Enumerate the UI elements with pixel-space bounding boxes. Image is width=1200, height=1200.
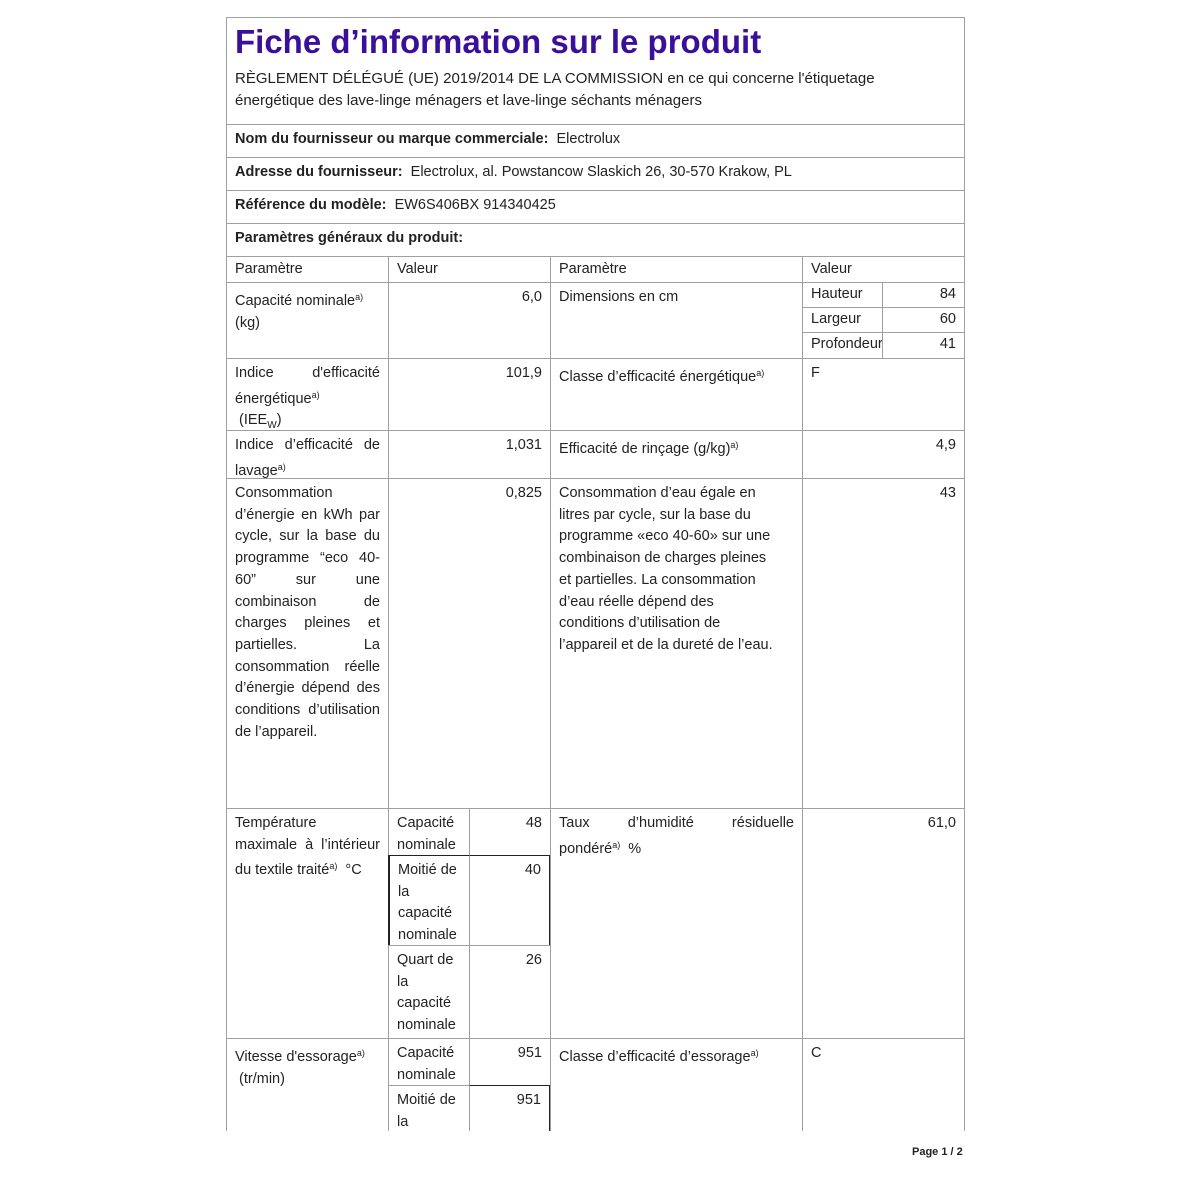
height-label: Hauteur xyxy=(802,282,883,308)
temp-quarter-cap-value: 26 xyxy=(469,945,551,1039)
col-header-param-1: Paramètre xyxy=(226,256,389,283)
temp-full-cap-label: Capacité nominale xyxy=(388,808,470,856)
dimensions-label: Dimensions en cm xyxy=(550,282,803,359)
water-consumption-value: 43 xyxy=(802,478,965,809)
humidity-label: Taux d’humidité résiduelle pondéréa) % xyxy=(550,808,803,1039)
temperature-label: Température maximale à l’intérieur du te… xyxy=(226,808,389,1039)
water-consumption-label: Consommation d’eau égale en litres par c… xyxy=(550,478,803,809)
rinse-efficiency-value: 4,9 xyxy=(802,430,965,479)
capacity-label: Capacité nominalea) (kg) xyxy=(226,282,389,359)
temp-half-cap-value: 40 xyxy=(469,855,551,946)
energy-class-value: F xyxy=(802,358,965,431)
humidity-value: 61,0 xyxy=(802,808,965,1039)
rinse-efficiency-label: Efficacité de rinçage (g/kg)a) xyxy=(550,430,803,479)
temp-quarter-cap-label: Quart de la capacité nominale xyxy=(388,945,470,1039)
general-params-heading: Paramètres généraux du produit: xyxy=(226,223,965,257)
wash-efficiency-label: Indice d’efficacité de lavagea) xyxy=(226,430,389,479)
address-value: Electrolux, al. Powstancow Slaskich 26, … xyxy=(410,164,792,180)
width-label: Largeur xyxy=(802,307,883,333)
spin-class-label: Classe d’efficacité d’essoragea) xyxy=(550,1038,803,1131)
address-label: Adresse du fournisseur: xyxy=(235,164,403,180)
regulation-text: RÈGLEMENT DÉLÉGUÉ (UE) 2019/2014 DE LA C… xyxy=(235,70,875,109)
spin-half-cap-value: 951 xyxy=(469,1085,551,1131)
address-row: Adresse du fournisseur: Electrolux, al. … xyxy=(226,157,965,191)
energy-consumption-value: 0,825 xyxy=(388,478,551,809)
model-label: Référence du modèle: xyxy=(235,197,387,213)
supplier-row: Nom du fournisseur ou marque commerciale… xyxy=(226,124,965,158)
supplier-label: Nom du fournisseur ou marque commerciale… xyxy=(235,131,549,147)
spin-half-cap-label: Moitié de la xyxy=(388,1085,470,1131)
depth-value: 41 xyxy=(882,332,965,359)
page-title: Fiche d’information sur le produit xyxy=(235,23,762,60)
col-header-value-1: Valeur xyxy=(388,256,551,283)
spin-speed-label: Vitesse d'essoragea) (tr/min) xyxy=(226,1038,389,1131)
page-number: Page 1 / 2 xyxy=(912,1146,963,1158)
spin-full-cap-label: Capacité nominale xyxy=(388,1038,470,1086)
supplier-value: Electrolux xyxy=(556,131,621,147)
temp-half-cap-label: Moitié de la capacité nominale xyxy=(388,855,470,946)
temp-full-cap-value: 48 xyxy=(469,808,551,856)
spin-full-cap-value: 951 xyxy=(469,1038,551,1086)
wash-efficiency-value: 1,031 xyxy=(388,430,551,479)
model-row: Référence du modèle: EW6S406BX 914340425 xyxy=(226,190,965,224)
header-block: Fiche d’information sur le produit RÈGLE… xyxy=(226,17,965,125)
col-header-value-2: Valeur xyxy=(802,256,965,283)
capacity-value: 6,0 xyxy=(388,282,551,359)
energy-consumption-label: Consommation d’énergie en kWh par cycle,… xyxy=(226,478,389,809)
depth-label: Profondeur xyxy=(802,332,883,359)
eei-value: 101,9 xyxy=(388,358,551,431)
height-value: 84 xyxy=(882,282,965,308)
col-header-param-2: Paramètre xyxy=(550,256,803,283)
spin-class-value: C xyxy=(802,1038,965,1131)
model-value: EW6S406BX 914340425 xyxy=(394,197,556,213)
width-value: 60 xyxy=(882,307,965,333)
energy-class-label: Classe d’efficacité énergétiquea) xyxy=(550,358,803,431)
eei-label: Indice d'efficacité énergétiquea) (IEEW) xyxy=(226,358,389,431)
